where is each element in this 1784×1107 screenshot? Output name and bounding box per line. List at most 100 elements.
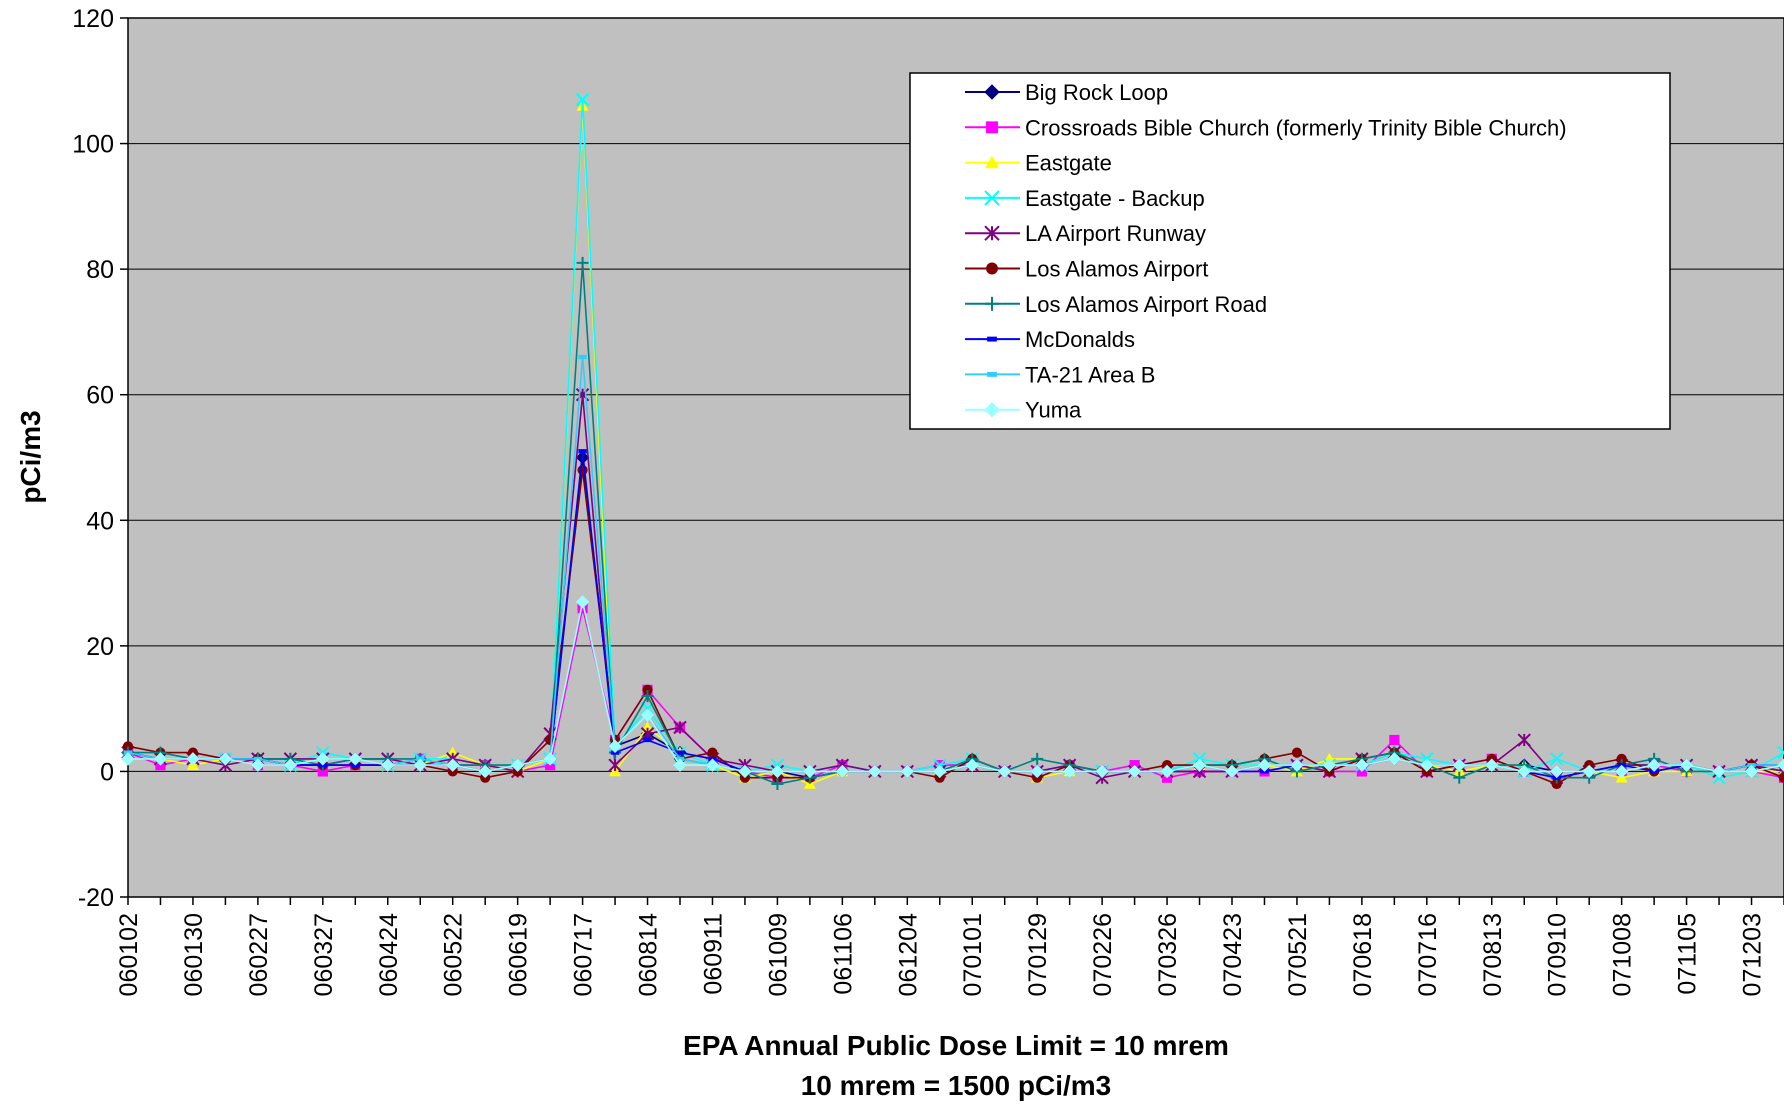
- data-point: [577, 464, 588, 476]
- data-point: [984, 225, 1000, 241]
- data-point: [510, 758, 525, 772]
- legend-label: Yuma: [1025, 398, 1082, 423]
- x-axis-title-line-1: EPA Annual Public Dose Limit = 10 mrem: [683, 1030, 1229, 1061]
- data-point: [478, 764, 492, 779]
- data-point: [575, 595, 590, 609]
- data-point: [1387, 752, 1402, 766]
- x-tick-label: 060717: [570, 913, 598, 996]
- data-point: [1517, 733, 1531, 747]
- x-tick-label: 060327: [310, 913, 338, 996]
- data-point: [643, 737, 652, 743]
- data-point: [1062, 764, 1077, 779]
- y-tick-label: 100: [72, 131, 114, 159]
- series-9: [121, 595, 1784, 779]
- data-point: [673, 720, 687, 735]
- x-tick-label: 070129: [1024, 913, 1052, 996]
- data-point: [578, 449, 587, 454]
- x-tick-label: 060102: [115, 913, 143, 996]
- data-point: [575, 92, 590, 107]
- x-tick-label: 060911: [699, 913, 727, 995]
- data-point: [1551, 778, 1562, 790]
- legend-item: TA-21 Area B: [965, 362, 1155, 387]
- legend-item: Los Alamos Airport: [965, 257, 1208, 282]
- legend-box: [909, 72, 1671, 430]
- legend-item: Los Alamos Airport Road: [965, 292, 1267, 317]
- data-point: [986, 262, 998, 275]
- data-point: [835, 764, 850, 779]
- data-point: [543, 752, 557, 766]
- legend-label: Eastgate: [1025, 151, 1112, 176]
- data-point: [1614, 764, 1629, 779]
- data-point: [1225, 764, 1239, 779]
- data-point: [705, 758, 720, 772]
- data-point: [900, 764, 915, 779]
- data-point: [987, 371, 997, 377]
- data-point: [987, 336, 997, 342]
- legend-item: Eastgate: [965, 151, 1112, 176]
- data-point: [1582, 764, 1596, 779]
- data-point: [1290, 758, 1304, 772]
- x-tick-label: 070910: [1544, 913, 1572, 996]
- x-axis: 060102 060130 060227 060327 060424 060522 0606…: [115, 897, 1784, 996]
- data-point: [1030, 764, 1044, 779]
- data-point: [1095, 764, 1109, 779]
- x-tick-label: 070101: [959, 913, 987, 996]
- data-point: [1291, 747, 1303, 758]
- x-tick-label: 070813: [1479, 913, 1507, 996]
- y-tick-label: 60: [86, 382, 114, 410]
- data-point: [640, 727, 655, 741]
- legend-item: Eastgate - Backup: [965, 186, 1205, 211]
- y-tick-label: -20: [78, 884, 114, 912]
- y-tick-label: 80: [86, 256, 114, 284]
- x-axis-title-line-2: 10 mrem = 1500 pCi/m3: [801, 1070, 1112, 1101]
- legend-item: Yuma: [965, 398, 1082, 423]
- x-tick-label: 070226: [1089, 913, 1117, 996]
- x-tick-label: 061204: [894, 913, 922, 997]
- x-tick-label: 060522: [440, 913, 468, 996]
- legend: Big Rock Loop Crossroads Bible Church (fo…: [909, 72, 1671, 430]
- y-tick-label: 20: [86, 633, 114, 661]
- data-point: [738, 764, 752, 779]
- x-tick-label: 070521: [1284, 913, 1312, 996]
- data-point: [186, 752, 200, 766]
- data-point: [985, 296, 999, 311]
- data-point: [984, 190, 1000, 206]
- data-point: [1192, 758, 1207, 772]
- data-point: [576, 256, 589, 269]
- data-point: [984, 84, 1000, 100]
- data-point: [283, 758, 298, 772]
- legend-item: McDonalds: [965, 327, 1135, 352]
- data-point: [317, 766, 328, 777]
- data-point: [986, 121, 998, 134]
- legend-label: McDonalds: [1025, 327, 1135, 352]
- data-point: [675, 750, 685, 755]
- data-point: [348, 752, 363, 766]
- series-line: [128, 601, 1784, 773]
- data-point: [1160, 764, 1174, 779]
- data-point: [803, 764, 817, 779]
- x-tick-label: 060619: [505, 913, 533, 996]
- data-point: [640, 708, 655, 722]
- data-point: [770, 764, 785, 779]
- legend-label: Los Alamos Airport Road: [1025, 292, 1267, 317]
- data-point: [316, 752, 330, 766]
- x-tick-label: 060227: [245, 913, 273, 996]
- data-point: [121, 752, 135, 766]
- data-point: [218, 752, 233, 766]
- data-point: [1322, 758, 1337, 772]
- legend-label: LA Airport Runway: [1025, 221, 1206, 246]
- data-point: [985, 155, 999, 169]
- data-point: [933, 764, 947, 779]
- data-point: [578, 354, 587, 360]
- data-point: [1647, 758, 1661, 772]
- x-tick-label: 071008: [1609, 913, 1637, 996]
- x-tick-label: 061106: [829, 913, 857, 995]
- legend-item: Big Rock Loop: [965, 80, 1168, 105]
- data-point: [608, 739, 622, 754]
- series-line: [128, 262, 1784, 785]
- data-point: [1517, 764, 1531, 779]
- legend-label: TA-21 Area B: [1025, 362, 1155, 387]
- data-point: [381, 758, 395, 772]
- data-point: [1452, 758, 1467, 772]
